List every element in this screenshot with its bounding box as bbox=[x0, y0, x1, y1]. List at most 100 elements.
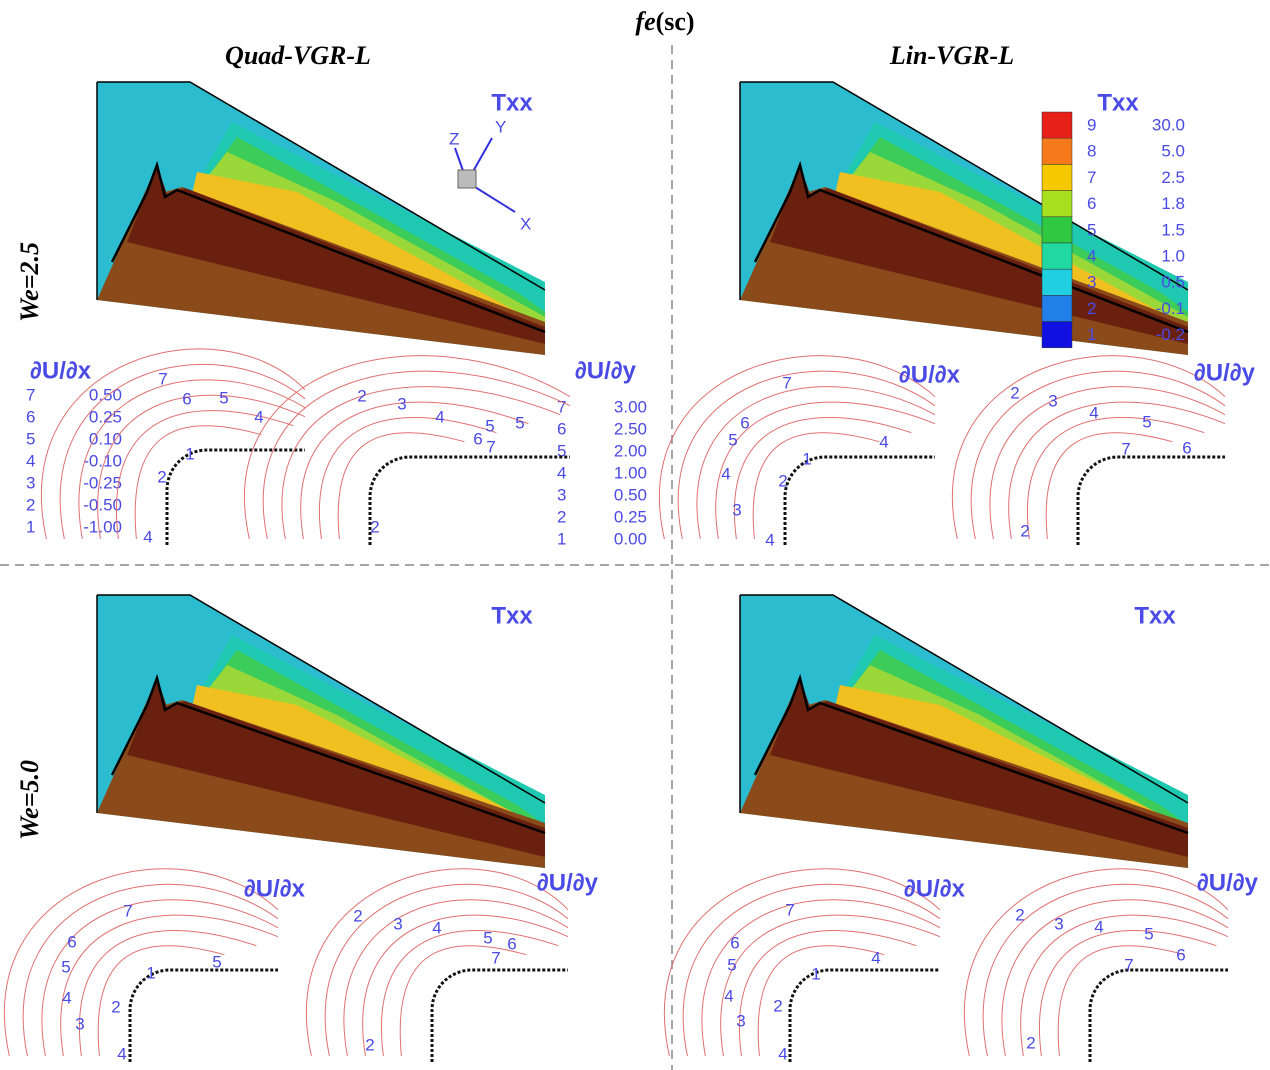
legend-value: 2.00 bbox=[614, 441, 647, 460]
txx-contour: Txx bbox=[739, 594, 1189, 868]
contour-line bbox=[381, 930, 559, 1057]
contour-label: 3 bbox=[732, 500, 741, 519]
axis-label: Y bbox=[495, 117, 506, 136]
contour-line bbox=[715, 401, 936, 540]
free-surface bbox=[753, 673, 1189, 835]
colorbar-level: 3 bbox=[1087, 273, 1096, 292]
contour-label: 6 bbox=[182, 389, 191, 408]
contour-line bbox=[951, 355, 1226, 540]
contour-label: 2 bbox=[353, 906, 362, 925]
contour-label: 4 bbox=[143, 527, 152, 546]
contour-title: ∂U/∂x bbox=[244, 875, 306, 902]
contour-line bbox=[319, 416, 497, 540]
contour-line bbox=[78, 379, 306, 540]
contour-label: 2 bbox=[1026, 1033, 1035, 1052]
colorbar-value: 30.0 bbox=[1152, 115, 1185, 134]
color-swatch bbox=[1041, 321, 1073, 349]
free-surface bbox=[110, 160, 546, 334]
contour-line bbox=[97, 394, 306, 540]
legend-level: 1 bbox=[26, 517, 35, 536]
contour-label: 3 bbox=[397, 394, 406, 413]
legend-level: 4 bbox=[26, 451, 35, 470]
row-header: We=5.0 bbox=[15, 760, 44, 840]
contour-title: ∂U/∂y bbox=[575, 357, 637, 384]
contour-line bbox=[982, 883, 1229, 1057]
contour-label: 2 bbox=[773, 996, 782, 1015]
legend-value: 2.50 bbox=[614, 419, 647, 438]
color-swatch bbox=[1041, 111, 1073, 139]
contour-line bbox=[300, 401, 529, 540]
contour-line bbox=[963, 868, 1229, 1057]
contour-line bbox=[1020, 914, 1229, 1057]
contour-line bbox=[262, 370, 571, 540]
contour-line bbox=[343, 899, 569, 1057]
legend-level: 3 bbox=[557, 485, 566, 504]
contour-line bbox=[1008, 401, 1226, 540]
wall bbox=[165, 448, 305, 545]
contour-line bbox=[701, 899, 941, 1057]
contour-line bbox=[362, 914, 569, 1057]
txx-contour: Txx bbox=[96, 81, 546, 355]
color-swatch bbox=[1041, 242, 1073, 270]
field-title: Txx bbox=[491, 89, 533, 116]
wall bbox=[1088, 968, 1228, 1062]
contour-label: 1 bbox=[802, 449, 811, 468]
contour-line bbox=[970, 370, 1226, 540]
contour-label: 5 bbox=[728, 430, 737, 449]
color-swatch bbox=[1041, 137, 1073, 165]
contour-label: 6 bbox=[67, 932, 76, 951]
contour-label: 5 bbox=[1142, 412, 1151, 431]
contour-label: 2 bbox=[1015, 905, 1024, 924]
wall bbox=[783, 455, 935, 545]
wall bbox=[128, 968, 278, 1062]
contour-label: 5 bbox=[485, 416, 494, 435]
legend-value: 0.25 bbox=[89, 407, 122, 426]
wall bbox=[788, 968, 940, 1062]
axis-triad: X Y Z bbox=[449, 117, 531, 233]
contour-label: 6 bbox=[507, 934, 516, 953]
colorbar-value: 1.8 bbox=[1161, 194, 1185, 213]
colorbar-value: 1.5 bbox=[1161, 220, 1185, 239]
contour-line bbox=[1039, 930, 1217, 1057]
legend-level: 1 bbox=[557, 529, 566, 548]
contour-label: 3 bbox=[75, 1014, 84, 1033]
contour-line bbox=[1057, 945, 1185, 1057]
contour-line bbox=[399, 945, 527, 1057]
contour-label: 2 bbox=[157, 467, 166, 486]
contour-label: 5 bbox=[727, 955, 736, 974]
contour-line bbox=[757, 945, 885, 1057]
contour-title: ∂U/∂x bbox=[899, 361, 961, 388]
contour-label: 5 bbox=[61, 957, 70, 976]
legend-value: -1.00 bbox=[83, 517, 122, 536]
colorbar-level: 6 bbox=[1087, 194, 1096, 213]
contour-label: 4 bbox=[778, 1044, 787, 1063]
contour-label: 4 bbox=[117, 1044, 126, 1063]
contour-label: 4 bbox=[1094, 917, 1103, 936]
contour-line bbox=[59, 363, 306, 540]
contour-line bbox=[752, 432, 880, 540]
contour-line bbox=[305, 868, 569, 1057]
contour-label: 7 bbox=[486, 437, 495, 456]
contour-line bbox=[739, 930, 917, 1057]
legend-level: 6 bbox=[26, 407, 35, 426]
legend-level: 7 bbox=[26, 385, 35, 404]
colorbar-level: 2 bbox=[1087, 299, 1096, 318]
contour-label: 7 bbox=[1124, 955, 1133, 974]
contour-line bbox=[243, 355, 571, 540]
contour-line bbox=[989, 386, 1226, 540]
contour-line bbox=[97, 945, 225, 1057]
colorbar-level: 1 bbox=[1087, 325, 1096, 344]
title-suffix: (sc) bbox=[656, 7, 695, 36]
cube bbox=[457, 169, 477, 189]
colorbar: 9 30.0 8 5.0 7 2.5 6 1.8 5 1.5 4 1.0 3 0.5 2 -0.1 1 -0.2 bbox=[1041, 111, 1185, 349]
title-symbol: fe bbox=[635, 7, 655, 36]
contour-label: 2 bbox=[1010, 383, 1019, 402]
colorbar-value: 1.0 bbox=[1161, 246, 1185, 265]
legend-value: -0.50 bbox=[83, 495, 122, 514]
dudy-contour: ∂U/∂y2 34 5 56 72 bbox=[243, 355, 637, 545]
colorbar-value: 0.5 bbox=[1161, 273, 1185, 292]
